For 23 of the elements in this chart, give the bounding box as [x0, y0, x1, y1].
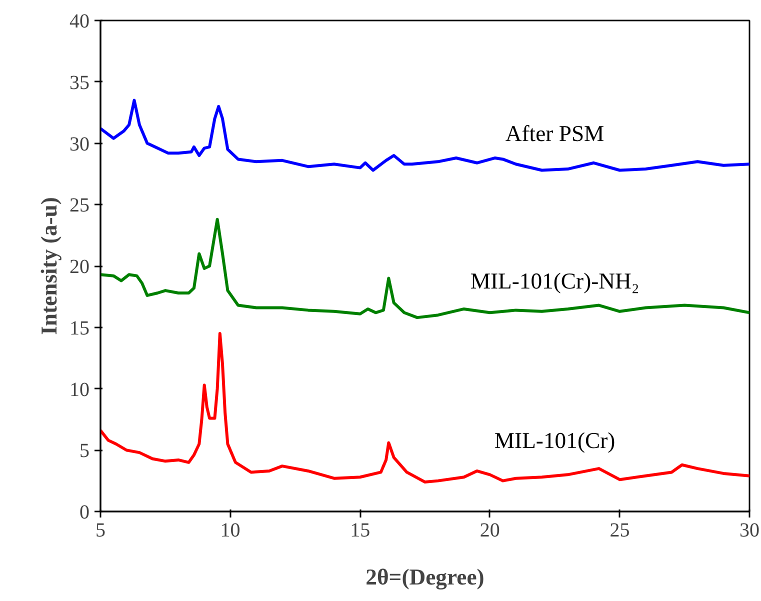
- series-label: After PSM: [505, 120, 604, 146]
- line-series: [100, 218, 750, 320]
- x-axis-title: 2θ=(Degree): [366, 564, 484, 590]
- y-tick-label: 35: [70, 72, 90, 94]
- line-series: [100, 332, 750, 484]
- y-axis-title: Intensity (a-u): [36, 197, 62, 335]
- x-tick-label: 30: [740, 520, 760, 542]
- y-tick-label: 25: [70, 194, 90, 217]
- y-tick-label: 20: [70, 256, 90, 278]
- y-tick-label: 10: [70, 378, 90, 401]
- series-label: MIL-101(Cr)-NH₂: [470, 268, 640, 294]
- x-tick-label: 5: [96, 520, 106, 542]
- y-tick-label: 30: [70, 133, 90, 156]
- line-series: [100, 98, 750, 172]
- x-tick-label: 25: [610, 520, 630, 542]
- y-tick-label: 15: [70, 317, 90, 340]
- x-tick-label: 10: [220, 520, 240, 542]
- y-tick-label: 0: [80, 502, 90, 524]
- x-tick-label: 15: [350, 520, 370, 542]
- series-label: MIL-101(Cr): [494, 428, 616, 453]
- x-tick-label: 20: [480, 520, 500, 542]
- y-tick-label: 5: [80, 440, 90, 462]
- y-tick-label: 40: [70, 10, 90, 32]
